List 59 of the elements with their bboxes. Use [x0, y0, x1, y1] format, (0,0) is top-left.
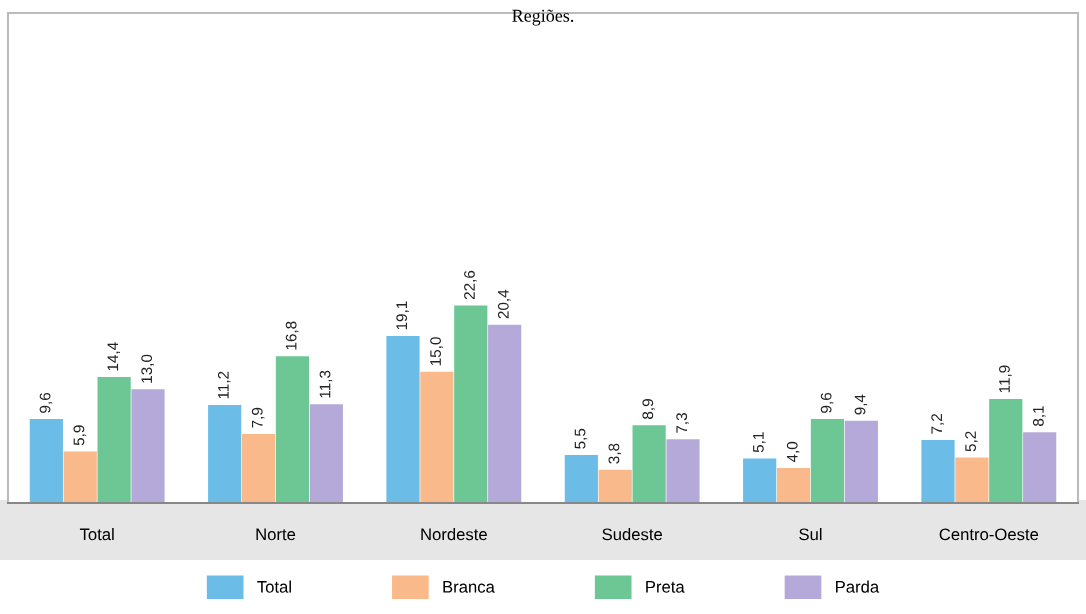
data-label: 16,8 — [285, 321, 299, 350]
bar — [632, 425, 666, 503]
data-label: 22,6 — [464, 270, 477, 300]
bar — [63, 451, 97, 503]
chart-title: Regiões. — [512, 9, 574, 26]
data-label: 14,4 — [107, 342, 121, 371]
data-label: 15,0 — [430, 337, 443, 366]
bar — [275, 356, 310, 503]
data-label: 11,9 — [999, 365, 1012, 393]
bar — [97, 377, 131, 503]
x-tick-label: Nordeste — [421, 528, 487, 541]
bar — [666, 439, 700, 503]
bar — [131, 389, 165, 503]
data-label: 20,4 — [497, 289, 511, 319]
legend-label: Branca — [443, 581, 495, 593]
bar — [386, 336, 420, 503]
legend-label: Total — [257, 580, 291, 593]
bar — [309, 404, 343, 503]
data-label: 11,2 — [217, 371, 231, 399]
data-label: 11,3 — [319, 370, 333, 398]
data-label: 5,5 — [574, 428, 588, 449]
bar — [989, 398, 1023, 503]
legend-label: Preta — [646, 581, 685, 593]
x-tick-label: Sul — [799, 528, 822, 541]
data-label: 4,0 — [786, 441, 800, 463]
data-label: 5,2 — [965, 431, 978, 452]
bar — [776, 468, 811, 503]
data-label: 7,3 — [676, 413, 689, 433]
data-label: 5,9 — [73, 425, 87, 446]
x-tick-label: Centro-Oeste — [939, 528, 1039, 541]
data-label: 3,8 — [608, 443, 622, 464]
bar — [598, 469, 632, 503]
data-label: 19,1 — [396, 301, 409, 330]
bar — [420, 371, 454, 503]
data-label: 8,1 — [1032, 406, 1046, 426]
data-label: 8,9 — [642, 399, 656, 419]
data-label: 9,6 — [39, 392, 53, 413]
data-label: 9,4 — [854, 394, 868, 415]
bar — [241, 433, 276, 503]
x-tick-label: Total — [79, 528, 114, 541]
bar — [488, 324, 522, 503]
data-label: 5,1 — [753, 432, 766, 453]
x-tick-label: Sudeste — [602, 528, 663, 541]
bar — [454, 305, 488, 503]
bar — [1023, 432, 1057, 503]
data-label: 7,2 — [931, 414, 944, 434]
legend-label: Parda — [836, 580, 880, 593]
data-label: 7,9 — [251, 407, 265, 428]
bar — [921, 440, 955, 503]
bar — [564, 454, 598, 503]
x-tick-label: Norte — [256, 528, 296, 541]
data-label: 13,0 — [141, 354, 154, 383]
data-label: 9,6 — [820, 392, 834, 413]
bar — [810, 419, 845, 503]
bar — [844, 420, 878, 503]
bar — [955, 457, 989, 503]
bar — [29, 419, 63, 503]
bar — [208, 405, 242, 503]
bar — [743, 458, 777, 503]
